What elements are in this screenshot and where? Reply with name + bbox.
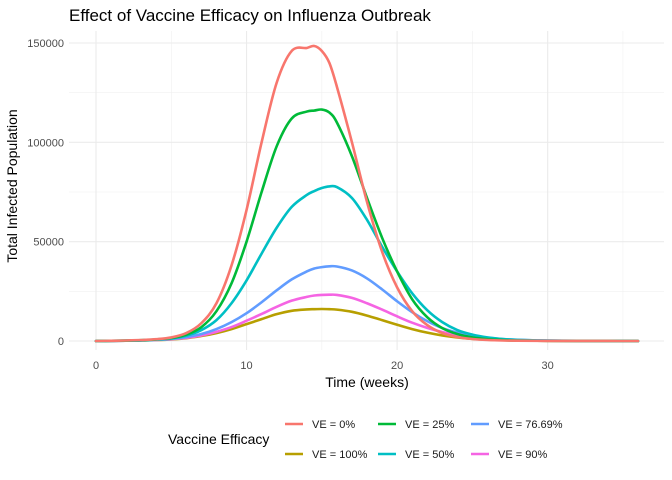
legend-label: VE = 50% [405,449,454,461]
chart-title: Effect of Vaccine Efficacy on Influenza … [69,6,431,25]
legend-label: VE = 25% [405,419,454,431]
legend-title: Vaccine Efficacy [168,431,269,447]
series-line-ve-50 [94,184,640,343]
y-tick-labels: 0 50000 100000 150000 [27,38,64,348]
y-tick-label: 150000 [27,38,64,50]
legend-label: VE = 0% [312,419,355,431]
x-tick-label: 10 [240,360,252,372]
legend: Vaccine Efficacy VE = 0% VE = 25% VE = 76.… [168,419,563,461]
y-tick-label: 50000 [33,237,64,249]
x-axis-title: Time (weeks) [325,374,409,390]
y-tick-label: 0 [58,336,64,348]
x-tick-label: 20 [391,360,403,372]
series-line-ve-90 [94,293,640,343]
x-tick-label: 0 [93,360,99,372]
grid [69,31,664,350]
y-tick-label: 100000 [27,137,64,149]
x-tick-labels: 0 10 20 30 [93,360,554,372]
y-axis-title: Total Infected Population [4,109,20,262]
series-line-ve-25 [94,108,640,343]
legend-label: VE = 100% [312,449,368,461]
series-lines [94,44,640,343]
legend-label: VE = 90% [498,449,547,461]
x-tick-label: 30 [542,360,554,372]
legend-label: VE = 76.69% [498,419,563,431]
series-line-ve-0 [94,44,640,343]
